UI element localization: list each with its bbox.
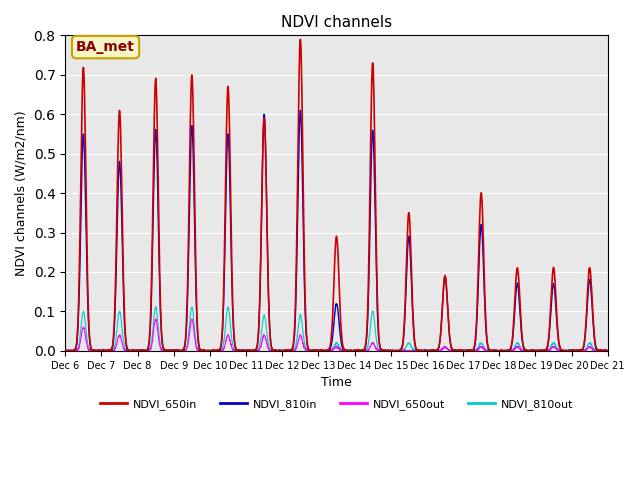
NDVI_650out <box>61 348 69 354</box>
Y-axis label: NDVI channels (W/m2/nm): NDVI channels (W/m2/nm) <box>15 110 28 276</box>
NDVI_650out <box>156 341 163 347</box>
NDVI_810out <box>124 348 131 353</box>
NDVI_650in <box>61 348 69 354</box>
X-axis label: Time: Time <box>321 376 352 389</box>
NDVI_650in <box>296 36 304 42</box>
NDVI_810in <box>604 348 612 354</box>
NDVI_810out <box>604 348 612 354</box>
Text: BA_met: BA_met <box>76 40 135 54</box>
NDVI_650in <box>293 219 301 225</box>
Line: NDVI_650out: NDVI_650out <box>65 319 608 351</box>
NDVI_810out <box>156 337 164 343</box>
NDVI_810out <box>535 348 543 353</box>
NDVI_650out <box>593 347 601 353</box>
NDVI_810out <box>593 348 601 353</box>
NDVI_650out <box>535 348 543 353</box>
NDVI_650in <box>535 348 543 353</box>
NDVI_650out <box>124 348 131 354</box>
NDVI_810in <box>61 348 69 354</box>
NDVI_650in <box>593 347 601 353</box>
NDVI_810in <box>293 257 301 263</box>
NDVI_650out <box>152 316 159 322</box>
NDVI_810in <box>269 348 277 353</box>
NDVI_650in <box>604 348 612 354</box>
NDVI_650out <box>604 348 612 353</box>
NDVI_650in <box>124 346 131 352</box>
NDVI_810in <box>156 270 163 276</box>
NDVI_810out <box>62 348 70 354</box>
NDVI_650out <box>293 343 301 348</box>
NDVI_810out <box>270 348 278 354</box>
Line: NDVI_810in: NDVI_810in <box>65 110 608 351</box>
Line: NDVI_810out: NDVI_810out <box>65 307 608 351</box>
NDVI_810in <box>296 108 304 113</box>
NDVI_810in <box>124 346 131 352</box>
NDVI_810in <box>593 347 601 353</box>
NDVI_810out <box>61 348 69 353</box>
NDVI_650in <box>61 348 69 354</box>
NDVI_650in <box>156 261 163 267</box>
Legend: NDVI_650in, NDVI_810in, NDVI_650out, NDVI_810out: NDVI_650in, NDVI_810in, NDVI_650out, NDV… <box>95 395 578 415</box>
NDVI_650out <box>269 348 277 353</box>
Line: NDVI_650in: NDVI_650in <box>65 39 608 351</box>
NDVI_810out <box>152 304 159 310</box>
NDVI_810out <box>293 333 301 339</box>
NDVI_810in <box>535 348 543 354</box>
NDVI_650in <box>269 348 277 354</box>
Title: NDVI channels: NDVI channels <box>281 15 392 30</box>
